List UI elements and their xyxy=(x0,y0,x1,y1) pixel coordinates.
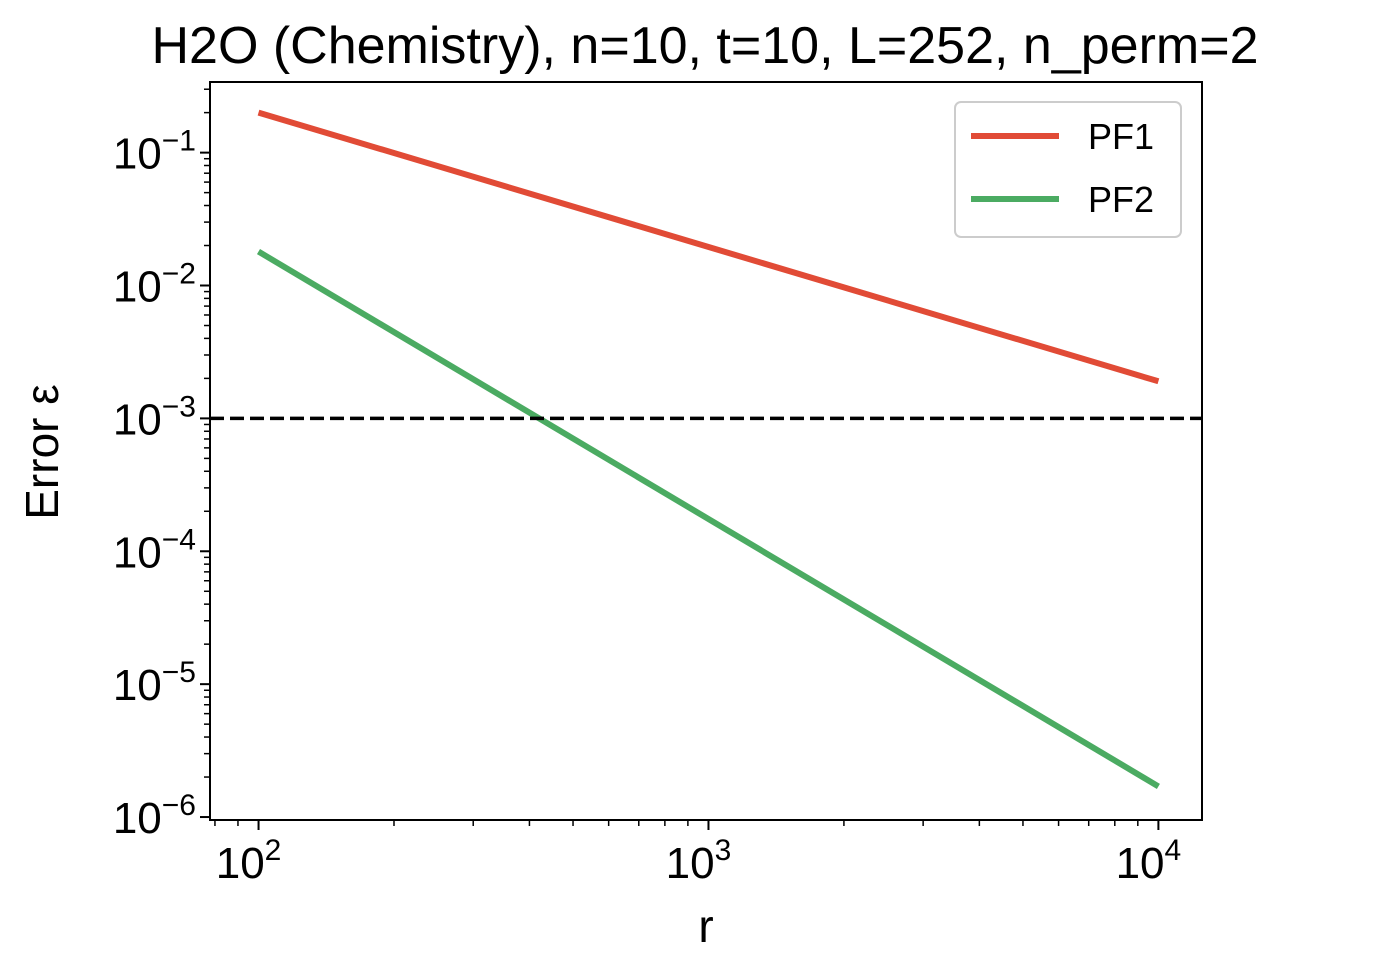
legend-label-pf2: PF2 xyxy=(1088,179,1154,220)
x-tick-label: 102 xyxy=(216,834,282,888)
x-axis-label: r xyxy=(698,900,713,952)
y-tick-label: 10−1 xyxy=(113,125,196,179)
series-line-pf2 xyxy=(256,249,1160,789)
plot-frame xyxy=(209,81,1203,821)
y-tick-label: 10−4 xyxy=(113,523,196,577)
y-tick-label: 10−6 xyxy=(113,789,196,843)
x-tick-label: 103 xyxy=(666,834,732,888)
y-tick-label: 10−2 xyxy=(113,258,196,312)
y-tick-label: 10−5 xyxy=(113,656,196,710)
y-axis-label: Error ε xyxy=(16,384,68,520)
y-tick-label: 10−3 xyxy=(113,390,196,444)
chart-title: H2O (Chemistry), n=10, t=10, L=252, n_pe… xyxy=(151,17,1258,75)
x-tick-label: 104 xyxy=(1116,834,1182,888)
legend-label-pf1: PF1 xyxy=(1088,116,1154,157)
legend: PF1 PF2 xyxy=(954,101,1182,238)
series-line-pf1 xyxy=(257,109,1160,385)
